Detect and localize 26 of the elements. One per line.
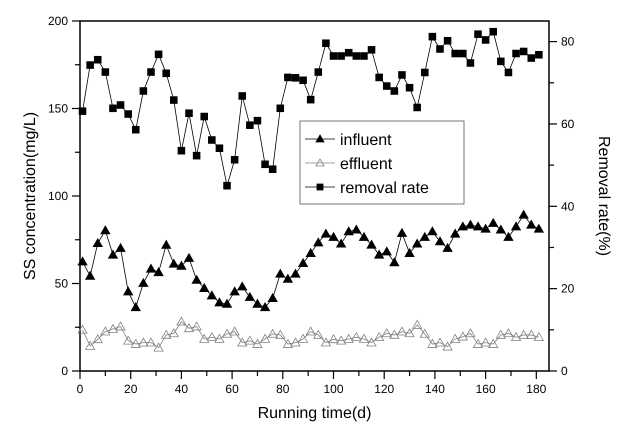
legend-label: effluent	[340, 156, 393, 173]
x-tick-label: 140	[424, 382, 446, 396]
x-tick-label: 0	[76, 382, 84, 396]
x-tick-label: 20	[124, 382, 138, 396]
x-tick-label: 180	[526, 382, 547, 396]
x-tick-label: 160	[476, 382, 496, 396]
x-tick-label: 60	[225, 382, 240, 396]
y-tick-label: 150	[48, 102, 68, 116]
y2-tick-label: 0	[561, 364, 568, 378]
x-tick-label: 40	[174, 382, 188, 396]
legend-label: removal rate	[340, 180, 430, 197]
y2-tick-label: 20	[561, 282, 575, 296]
x-axis-title: Running time(d)	[258, 405, 372, 422]
y2-tick-label: 40	[561, 199, 575, 214]
x-tick-label: 80	[276, 382, 290, 396]
x-tick-label: 100	[324, 382, 344, 396]
y-tick-label: 0	[61, 364, 68, 378]
x-tick-label: 120	[374, 382, 395, 396]
y-tick-label: 100	[48, 189, 68, 203]
y2-tick-label: 80	[561, 34, 575, 49]
y-axis-title: SS concentration(mg/L)	[22, 112, 39, 280]
y-tick-label: 200	[48, 14, 68, 28]
y-tick-label: 50	[54, 276, 68, 290]
y2-tick-label: 60	[561, 116, 575, 131]
legend-label: influent	[340, 132, 392, 149]
y2-axis-title: Removal rate(%)	[595, 136, 612, 256]
